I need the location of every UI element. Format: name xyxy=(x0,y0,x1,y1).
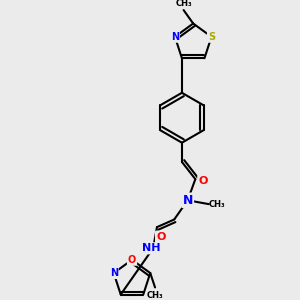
Text: CH₃: CH₃ xyxy=(147,291,164,300)
Text: N: N xyxy=(171,32,179,42)
Text: CH₃: CH₃ xyxy=(208,200,225,208)
Text: O: O xyxy=(128,255,136,265)
Text: N: N xyxy=(182,194,193,207)
Text: CH₃: CH₃ xyxy=(175,0,192,8)
Text: N: N xyxy=(110,268,118,278)
Text: O: O xyxy=(198,176,208,186)
Text: NH: NH xyxy=(142,243,161,253)
Text: S: S xyxy=(208,32,215,42)
Text: O: O xyxy=(156,232,166,242)
